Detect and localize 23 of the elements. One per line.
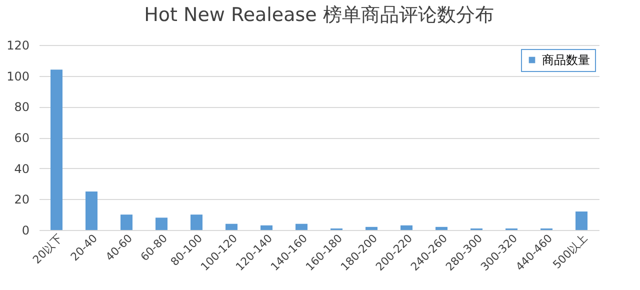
bar [576, 212, 588, 230]
bar [400, 225, 412, 230]
bar [120, 214, 132, 230]
x-tick-label: 500以上 [550, 232, 590, 272]
y-tick-label: 80 [14, 100, 30, 114]
y-tick-label: 40 [14, 162, 30, 176]
y-tick-label: 100 [6, 69, 30, 84]
bar [260, 225, 272, 230]
y-tick-label: 0 [22, 224, 30, 238]
chart-title: Hot New Realease 榜单商品评论数分布 [144, 4, 494, 26]
x-tick-label: 20以下 [30, 232, 65, 266]
bar [296, 224, 308, 230]
bar [436, 226, 448, 230]
y-tick-label: 60 [14, 131, 30, 145]
y-tick-label: 120 [6, 38, 30, 52]
bar [156, 218, 168, 230]
y-tick-label: 20 [14, 192, 30, 207]
bar [366, 226, 378, 230]
legend-label: 商品数量 [542, 53, 590, 67]
bar [50, 70, 62, 230]
bar [190, 214, 202, 230]
bar [226, 224, 238, 230]
bar [86, 191, 98, 230]
